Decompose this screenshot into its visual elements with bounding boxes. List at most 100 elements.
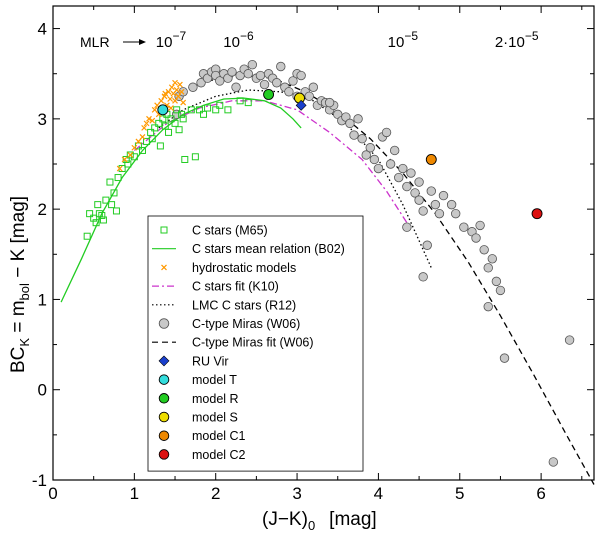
legend-label: model R <box>192 392 239 406</box>
mira-point <box>499 353 510 363</box>
c-star-point <box>86 210 94 218</box>
point-modelR <box>263 89 275 100</box>
mira-point <box>479 245 489 255</box>
mira-point <box>438 190 449 201</box>
hydro-point <box>162 90 169 97</box>
legend-marker-square <box>160 226 168 234</box>
mira-point <box>414 195 424 205</box>
legend-label: hydrostatic models <box>192 261 296 275</box>
mlr-tick-base: 10 <box>388 34 405 51</box>
mlr-tick-exp: −5 <box>404 29 418 43</box>
legend: C stars (M65) C stars mean relation (B02)… <box>147 215 364 472</box>
legend-label: LMC C stars (R12) <box>192 298 296 312</box>
mlr-label: MLR <box>80 34 110 50</box>
c-star-point <box>122 155 130 163</box>
hydro-point <box>176 81 183 88</box>
mira-point <box>459 222 469 232</box>
mira-point <box>402 181 412 192</box>
hydro-point <box>149 117 156 124</box>
mira-point <box>430 199 441 210</box>
line-r12 <box>158 89 432 269</box>
hydro-point <box>151 106 158 113</box>
legend-marker-circle <box>158 374 170 385</box>
mlr-tick-exp: −6 <box>240 29 254 43</box>
mira-point <box>548 457 559 467</box>
c-star-point <box>108 201 116 209</box>
hydro-point <box>172 97 178 104</box>
c-star-point <box>216 101 224 109</box>
y-tick-label: 0 <box>38 381 47 400</box>
data-points <box>83 59 575 467</box>
mira-point <box>426 186 436 196</box>
legend-label: model T <box>192 373 237 387</box>
hydro-point <box>146 115 152 122</box>
c-star-point <box>181 155 189 163</box>
c-star-point <box>102 196 110 204</box>
mira-point <box>345 118 355 129</box>
point-modelC2 <box>531 208 543 220</box>
y-tick-label: 1 <box>38 290 47 309</box>
c-star-point <box>175 126 183 134</box>
c-star-point <box>195 106 203 114</box>
hydro-point <box>175 93 182 100</box>
c-star-point <box>171 119 179 127</box>
plot-frame <box>52 5 595 481</box>
mira-point <box>308 82 319 92</box>
hydro-point <box>167 96 174 102</box>
c-star-point <box>83 232 91 240</box>
legend-marker-circle <box>158 430 170 441</box>
y-axis-label: BCK = mbol − K [mag] <box>8 196 32 373</box>
legend-marker-cross <box>161 264 167 271</box>
point-ruvir <box>295 99 307 111</box>
mlr-tick-base: 2·10 <box>495 34 525 51</box>
c-star-point <box>173 106 181 114</box>
mira-point <box>231 82 241 92</box>
mira-point <box>483 263 493 273</box>
mira-point <box>357 134 367 144</box>
mlr-tick-exp: −5 <box>525 29 539 43</box>
mira-point <box>227 67 237 77</box>
x-tick-labels: 0 1 2 3 4 5 6 <box>48 484 546 503</box>
mira-point <box>259 79 270 90</box>
mira-point <box>410 188 420 198</box>
legend-label: C stars (M65) <box>192 224 268 238</box>
c-star-point <box>224 106 232 114</box>
mira-point <box>434 208 445 219</box>
hydro-point <box>180 99 187 106</box>
legend-marker-circle <box>158 449 170 460</box>
y-axis-label-rest: − K [mag] <box>8 196 29 283</box>
y-axis-label-bol-sub: bol <box>17 283 32 300</box>
c-star-point <box>151 124 159 132</box>
hydro-point <box>168 84 175 91</box>
mira-point <box>446 199 457 210</box>
point-modelT <box>157 104 169 116</box>
hydro-point <box>121 156 128 163</box>
mira-point <box>272 78 282 88</box>
legend-label: C-type Miras (W06) <box>192 317 300 331</box>
point-modelC1 <box>425 154 437 165</box>
hydro-point <box>131 144 138 151</box>
mira-point <box>255 70 266 81</box>
mira-point <box>483 301 493 312</box>
hydro-point <box>143 120 150 127</box>
c-star-point <box>165 128 173 136</box>
c-star-point <box>200 110 208 118</box>
c-star-point <box>178 110 186 118</box>
mlr-arrowhead <box>139 39 146 45</box>
mira-point <box>304 91 314 101</box>
mira-point <box>196 78 206 88</box>
y-tick-label: -1 <box>32 471 47 490</box>
axis-ticks <box>52 6 594 481</box>
mira-point <box>276 61 286 72</box>
c-star-point <box>99 216 107 224</box>
x-axis-label: (J−K)0 [mag] <box>262 509 377 533</box>
mira-point <box>564 335 575 345</box>
mira-point <box>296 70 306 81</box>
c-star-point <box>179 115 187 123</box>
c-star-point <box>124 160 132 168</box>
mlr-tick-base: 10 <box>223 34 240 51</box>
c-star-point <box>204 104 212 112</box>
legend-box <box>147 215 364 472</box>
mira-point <box>414 177 424 187</box>
c-star-point <box>106 178 114 186</box>
